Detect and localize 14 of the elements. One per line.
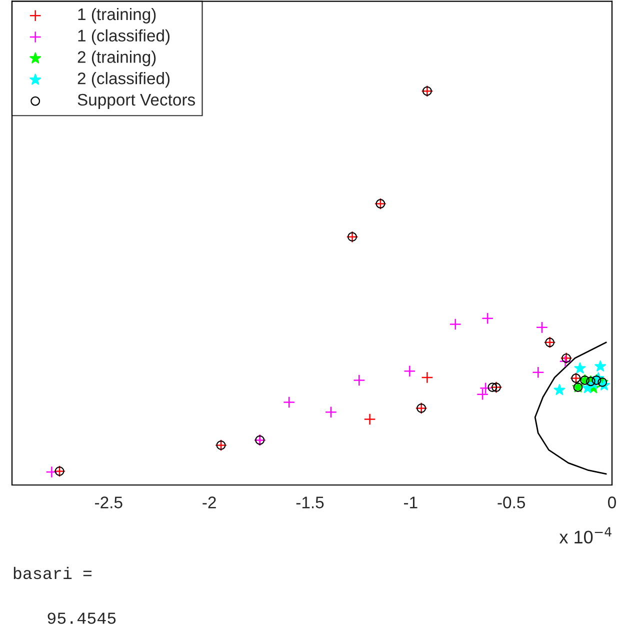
text: basari = (14, 566, 92, 580)
legend-label: 2 (classified) (78, 72, 170, 88)
x-tick-label: -1 (404, 496, 418, 508)
legend-label: 2 (training) (78, 50, 156, 66)
x-tick-label: 0 (608, 496, 616, 508)
legend-label: 1 (training) (78, 8, 156, 24)
x-tick-label: -2.5 (95, 496, 122, 508)
legend-label: Support Vectors (78, 94, 195, 109)
text: 95.4545 (48, 612, 116, 624)
text: x 10$^{−4}$ (559, 527, 612, 544)
legend-label: 1 (classified) (78, 29, 170, 45)
x-tick-label: -1.5 (296, 496, 324, 508)
x-tick-label: -0.5 (498, 496, 525, 508)
x-tick-label: -2 (202, 496, 216, 508)
